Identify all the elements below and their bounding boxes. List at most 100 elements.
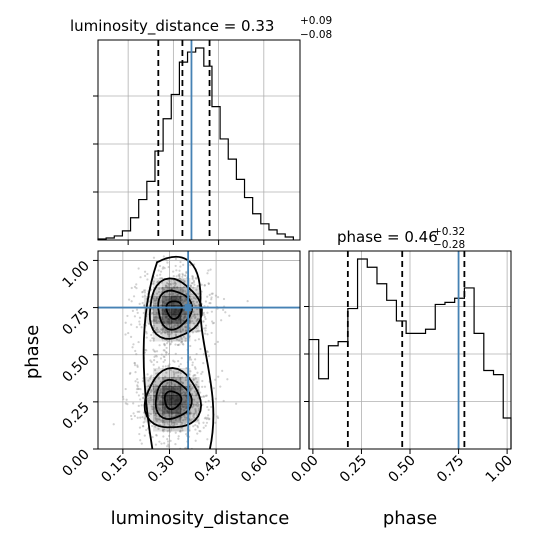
joint-sample-point [154,416,157,420]
joint-ytick-label-0: 0.00 [59,447,92,480]
joint-outer-contour [142,255,215,449]
joint-sample-point [196,419,199,422]
joint-sample-point [192,404,195,407]
joint-sample-point [146,272,149,276]
joint-sample-point [190,317,193,320]
joint-sample-point [160,401,163,404]
joint-sample-point [134,380,137,383]
joint-sample-point [188,355,192,359]
joint-sample-point [168,384,171,387]
joint-density-cell [189,377,200,387]
joint-sample-point [195,392,198,395]
joint-sample-point [152,387,155,391]
joint-sample-point [178,430,182,433]
joint-sample-point [188,413,191,416]
joint-sample-point [131,309,134,312]
joint-sample-point [175,422,179,426]
joint-sample-point [168,286,171,289]
joint-sample-point [178,418,181,421]
joint-sample-point [202,421,205,424]
right-histogram-step [308,258,512,449]
joint-sample-point [151,311,154,314]
joint-sample-point [184,290,187,293]
joint-sample-point [191,282,194,285]
joint-sample-point [174,264,177,268]
joint-sample-point [189,387,192,390]
joint-sample-point [149,396,153,399]
joint-sample-point [125,398,128,401]
joint-sample-point [181,273,184,277]
joint-sample-point [173,324,177,327]
joint-sample-point [204,329,207,332]
joint-sample-point [143,270,147,273]
joint-sample-point [185,326,188,329]
joint-sample-point [189,389,192,392]
joint-sample-point [185,433,188,436]
joint-sample-point [207,282,210,285]
joint-sample-point [221,369,224,372]
joint-sample-point [195,277,198,280]
joint-sample-point [211,320,214,323]
joint-density-cell [143,296,154,306]
joint-contour-0-1 [157,289,193,331]
joint-sample-point [127,298,131,301]
joint-sample-point [165,351,168,354]
joint-sample-point [162,435,165,438]
joint-sample-point [149,396,152,399]
joint-sample-point [141,415,144,419]
joint-sample-point [162,349,165,352]
joint-sample-point [216,340,219,343]
joint-sample-point [136,365,139,368]
joint-sample-point [184,298,187,301]
joint-sample-point [158,400,162,403]
joint-sample-point [138,316,142,319]
joint-sample-point [181,299,184,302]
joint-sample-point [177,365,181,368]
joint-sample-point [184,404,187,407]
joint-sample-point [157,320,161,323]
joint-sample-point [130,286,133,290]
joint-sample-point [154,354,157,357]
joint-sample-point [154,302,157,305]
joint-sample-point [193,314,196,317]
joint-sample-point [163,294,166,297]
joint-density-cell [180,314,191,324]
joint-sample-point [205,421,209,424]
joint-sample-point [136,416,139,419]
joint-density-cell [171,395,182,405]
joint-sample-point [226,378,229,381]
joint-density-cell [171,404,182,414]
joint-sample-point [206,311,209,314]
joint-density-cell [162,386,172,396]
joint-sample-point [206,350,209,353]
joint-sample-point [137,267,140,270]
joint-sample-point [165,350,168,354]
joint-sample-point [140,442,143,445]
joint-sample-point [192,303,196,306]
right-xtick-label-2: 0.50 [385,453,418,486]
joint-sample-point [179,378,182,381]
joint-sample-point [141,392,145,396]
joint-sample-point [154,412,158,415]
joint-sample-point [160,332,163,335]
joint-sample-point [210,292,213,295]
joint-sample-point [150,360,153,364]
joint-sample-point [153,391,156,394]
joint-sample-point [182,285,186,289]
joint-sample-point [189,419,193,422]
joint-sample-point [167,444,171,447]
joint-sample-point [235,402,238,405]
joint-sample-point [184,391,187,395]
joint-sample-point [140,404,143,407]
joint-sample-point [172,274,175,278]
joint-sample-point [162,288,165,291]
joint-sample-point [174,352,177,355]
joint-ytick-label-3: 0.75 [59,305,92,338]
joint-sample-point [222,297,226,301]
joint-sample-point [162,266,165,269]
joint-sample-point [191,275,194,278]
joint-sample-point [188,412,191,415]
joint-sample-point [152,348,155,351]
joint-sample-point [173,423,176,427]
